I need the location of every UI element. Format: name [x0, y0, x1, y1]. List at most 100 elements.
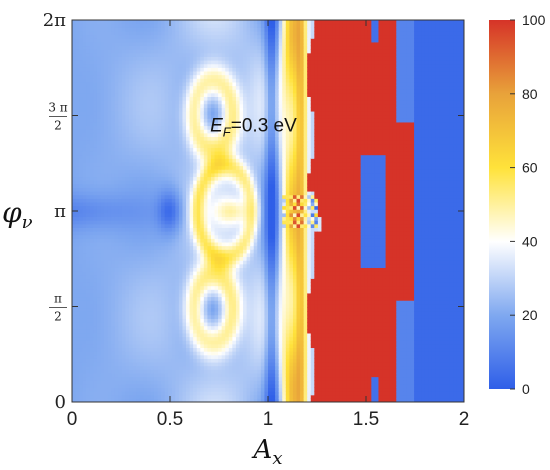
heatmap-cell [203, 321, 209, 327]
heatmap-cell [157, 336, 162, 341]
heatmap-cell [118, 140, 123, 145]
heatmap-cell [168, 365, 173, 370]
heatmap-cell [210, 49, 216, 54]
heatmap-cell [157, 205, 162, 210]
heatmap-cell [164, 143, 169, 148]
heatmap-cell [79, 398, 84, 402]
heatmap-cell [100, 209, 105, 214]
heatmap-cell [132, 238, 137, 243]
heatmap-cell [93, 241, 98, 247]
heatmap-cell [72, 241, 77, 247]
heatmap-cell [153, 187, 159, 192]
heatmap-cell [143, 30, 148, 36]
heatmap-cell [146, 274, 151, 279]
heatmap-cell [175, 158, 180, 163]
heatmap-cell [136, 103, 141, 108]
heatmap-cell [225, 27, 230, 32]
heatmap-cell [235, 63, 241, 68]
heatmap-cell [93, 398, 98, 402]
heatmap-cell [186, 252, 191, 258]
heatmap-cell [171, 103, 176, 108]
heatmap-cell [157, 267, 162, 272]
heatmap-cell [235, 96, 241, 101]
heatmap-cell [157, 74, 162, 79]
heatmap-cell [114, 165, 119, 170]
heatmap-cell [221, 376, 226, 381]
heatmap-cell [132, 100, 137, 105]
heatmap-cell [150, 231, 155, 236]
heatmap-cell [129, 103, 134, 108]
heatmap-cell [125, 107, 130, 112]
heatmap-cell [93, 114, 98, 119]
heatmap-cell [111, 78, 116, 83]
heatmap-cell [235, 38, 241, 43]
heatmap-cell [214, 336, 219, 341]
heatmap-cell [214, 361, 219, 367]
heatmap-cell [200, 321, 205, 327]
heatmap-cell [121, 132, 127, 138]
heatmap-cell [232, 369, 237, 374]
heatmap-cell [225, 67, 230, 72]
heatmap-cell [96, 285, 102, 290]
heatmap-cell [182, 132, 187, 138]
heatmap-cell [104, 267, 109, 272]
heatmap-cell [214, 114, 219, 119]
heatmap-cell [75, 212, 80, 218]
heatmap-cell [118, 380, 123, 385]
heatmap-cell [232, 391, 237, 396]
heatmap-cell [239, 187, 244, 192]
heatmap-cell [225, 110, 230, 116]
heatmap-cell [143, 67, 148, 72]
heatmap-cell [100, 307, 105, 312]
heatmap-cell [207, 307, 212, 312]
heatmap-cell [129, 190, 134, 196]
heatmap-cell [79, 143, 84, 148]
heatmap-cell [146, 103, 151, 108]
heatmap-cell [207, 190, 212, 196]
heatmap-cell [93, 89, 98, 94]
heatmap-cell [189, 89, 194, 94]
heatmap-cell [196, 81, 201, 87]
heatmap-cell [164, 252, 169, 258]
heatmap-cell [196, 256, 201, 261]
heatmap-cell [86, 183, 91, 188]
heatmap-cell [218, 125, 223, 130]
heatmap-cell [132, 245, 137, 250]
heatmap-cell [150, 241, 155, 247]
heatmap-cell [196, 231, 201, 236]
heatmap-cell [143, 154, 148, 159]
heatmap-cell [104, 194, 109, 199]
heatmap-cell [232, 398, 237, 402]
heatmap-cell [93, 63, 98, 68]
heatmap-cell [104, 285, 109, 290]
heatmap-cell [196, 41, 201, 47]
heatmap-cell [225, 198, 230, 203]
heatmap-cell [200, 372, 205, 378]
heatmap-cell [100, 180, 105, 185]
heatmap-cell [89, 372, 94, 378]
heatmap-cell [235, 369, 241, 374]
heatmap-cell [221, 267, 226, 272]
heatmap-cell [178, 30, 184, 36]
heatmap-cell [193, 205, 198, 210]
heatmap-cell [182, 27, 187, 32]
heatmap-cell [153, 311, 159, 316]
heatmap-cell [150, 300, 155, 305]
heatmap-cell [82, 289, 87, 294]
heatmap-cell [72, 343, 77, 349]
heatmap-cell [161, 314, 166, 319]
heatmap-cell [86, 158, 91, 163]
heatmap-cell [82, 274, 87, 279]
heatmap-cell [171, 154, 176, 159]
heatmap-cell [235, 347, 241, 352]
heatmap-cell [150, 27, 155, 32]
heatmap-cell [164, 325, 169, 330]
heatmap-cell [136, 343, 141, 349]
heatmap-cell [235, 372, 241, 378]
heatmap-cell [153, 67, 159, 72]
heatmap-cell [93, 281, 98, 287]
heatmap-cell [164, 285, 169, 290]
heatmap-cell [186, 227, 191, 232]
heatmap-cell [75, 161, 80, 167]
heatmap-cell [96, 267, 102, 272]
